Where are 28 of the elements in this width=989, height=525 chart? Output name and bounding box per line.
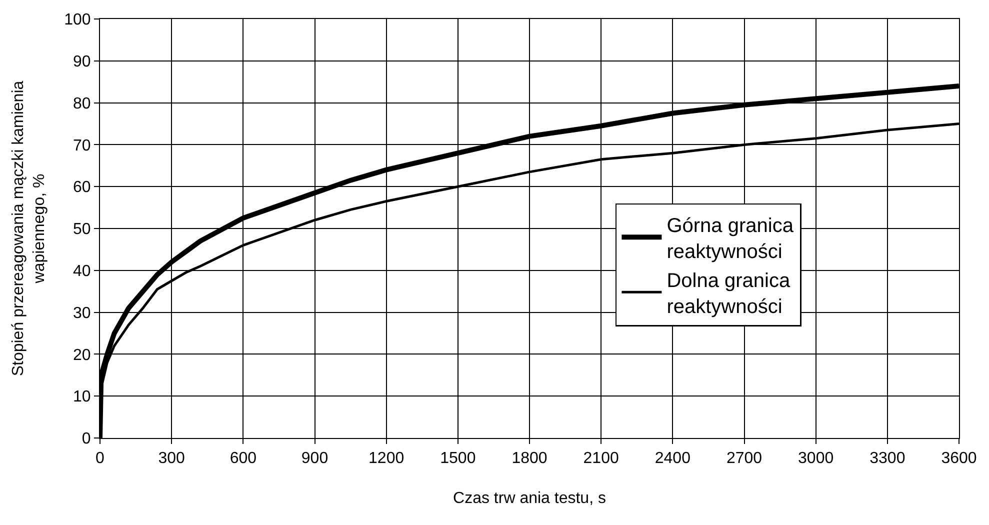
x-tick-label: 1800: [512, 450, 548, 468]
x-tick-label: 3300: [870, 450, 906, 468]
y-tick-label: 70: [73, 137, 91, 154]
x-tick-label: 2100: [583, 450, 619, 468]
x-tick-label: 300: [158, 450, 186, 468]
x-tick-label: 3600: [941, 450, 977, 468]
x-tick-label: 3000: [798, 450, 834, 468]
y-tick-label: 20: [73, 346, 91, 364]
y-tick-label: 60: [73, 179, 91, 196]
legend-label: Dolna granica reaktywności: [666, 270, 791, 318]
x-tick-label: 2700: [726, 450, 762, 468]
x-tick-label: 2400: [654, 450, 691, 468]
legend-label: Górna granica reaktywności: [666, 214, 794, 263]
y-tick-label: 100: [64, 12, 91, 29]
y-tick-label: 50: [73, 221, 91, 238]
y-tick-label: 10: [73, 388, 91, 406]
x-tick-label: 1500: [440, 450, 476, 468]
y-axis-title: Stopień przereagowania mączki kamienia wapiennego, %: [10, 80, 48, 376]
y-tick-label: 30: [73, 304, 91, 322]
y-tick-label: 0: [82, 430, 91, 448]
x-tick-label: 900: [301, 450, 328, 468]
x-axis-title: Czas trw ania testu, s: [453, 490, 606, 507]
y-tick-label: 80: [73, 95, 91, 112]
x-tick-label: 1200: [368, 450, 404, 468]
x-tick-label: 600: [230, 450, 257, 468]
y-tick-label: 40: [73, 263, 91, 280]
y-tick-label: 90: [73, 54, 91, 70]
x-tick-label: 0: [96, 450, 105, 468]
